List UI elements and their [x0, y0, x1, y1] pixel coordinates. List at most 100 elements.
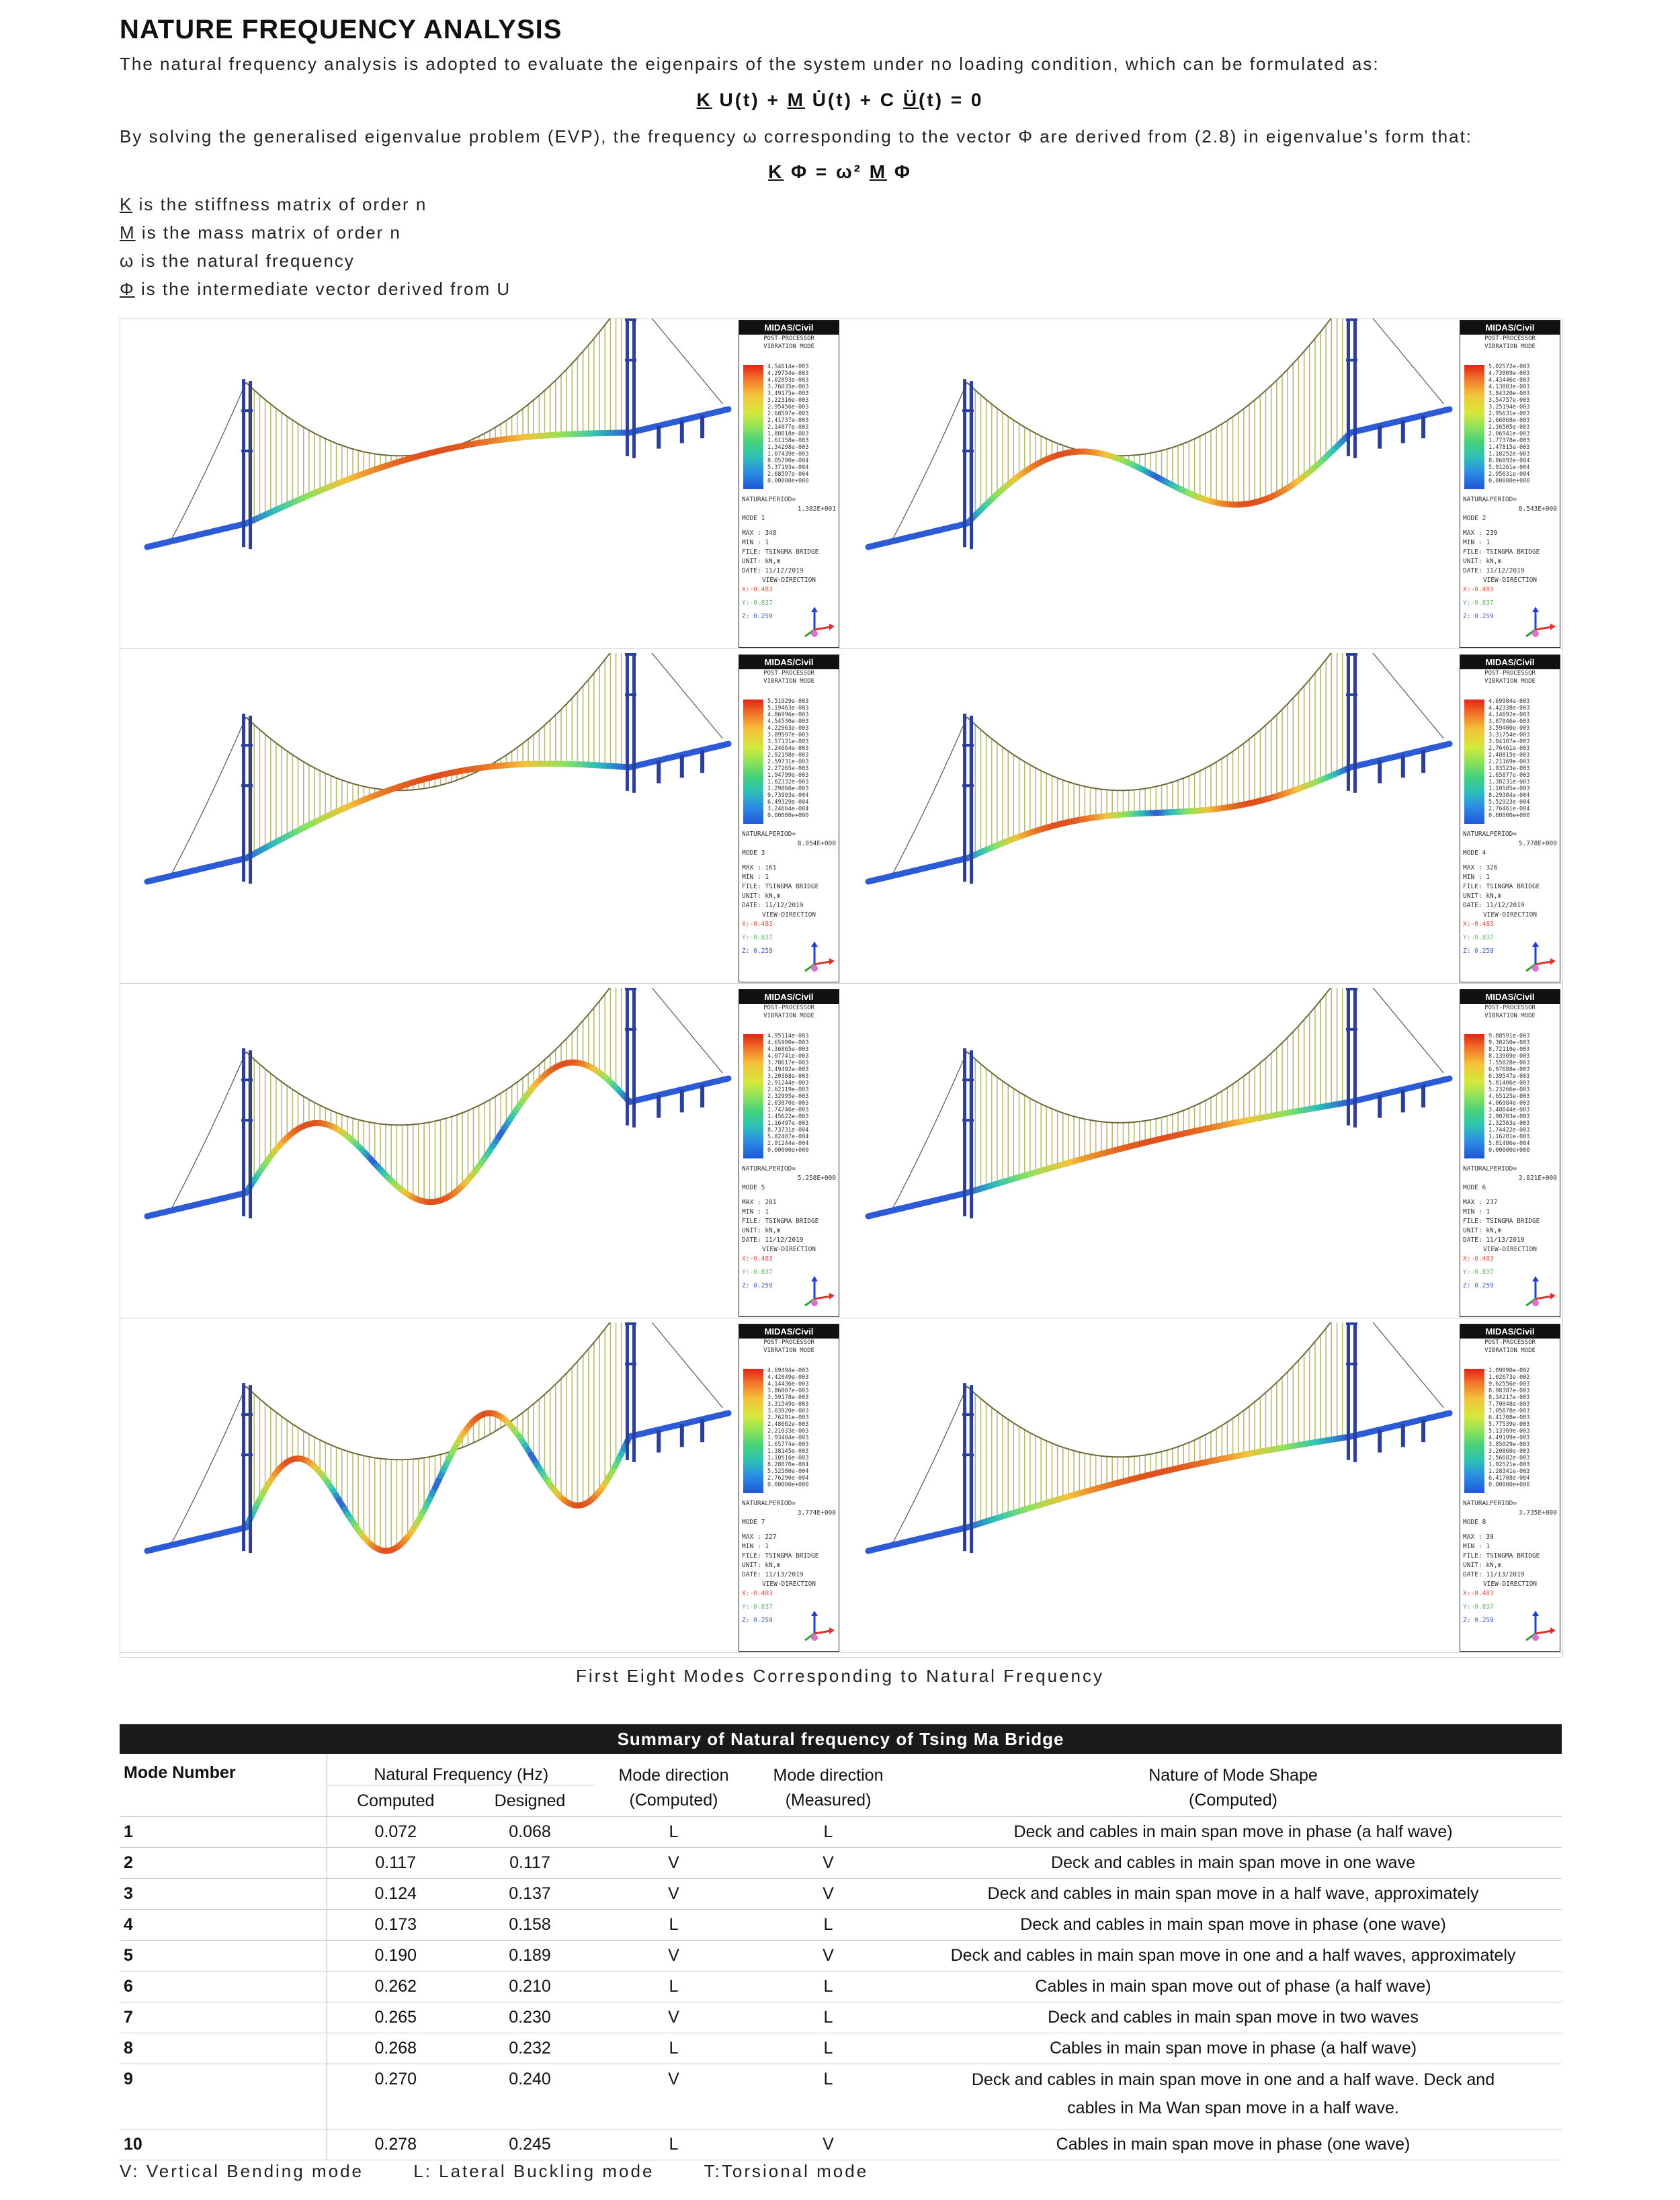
pier	[1421, 1419, 1426, 1443]
side-cable-left	[891, 1051, 968, 1212]
view-y: Y:-0.837	[1463, 934, 1494, 941]
definition-symbol: Φ	[120, 279, 135, 299]
scale-value: 4.42338e-003	[1488, 705, 1530, 712]
min-label: MIN : 1	[742, 1208, 769, 1216]
legend-info: NATURALPERIOD= 3.735E+000 MODE 8 MAX : 39 MI…	[1463, 1499, 1557, 1625]
scale-value: 3.49492e-003	[767, 1066, 809, 1073]
eq2-m: M	[869, 161, 888, 182]
scale-value: 3.76035e-003	[767, 384, 809, 390]
period-label: NATURALPERIOD=	[742, 1500, 796, 1507]
side-cable-left	[170, 1386, 247, 1546]
cell-dir-measured: L	[752, 2033, 905, 2064]
mode-label: MODE 7	[742, 1519, 765, 1526]
legend-info: NATURALPERIOD= 8.054E+000 MODE 3 MAX : 161 M…	[742, 830, 836, 956]
unit-label: UNIT: kN,m	[1463, 1562, 1502, 1569]
legend-sub2: VIBRATION MODE	[763, 678, 814, 685]
view-y: Y:-0.837	[742, 599, 773, 607]
max-label: MAX : 281	[742, 1199, 777, 1206]
table-row: 10 0.278 0.245 L V Cables in main span move i…	[120, 2129, 1562, 2160]
scale-value: 1.16281e-003	[1488, 1134, 1530, 1140]
nature-line: Deck and cables in main span move in pha…	[1020, 1915, 1446, 1934]
cell-dir-computed: V	[595, 1940, 752, 1972]
scale-value: 9.30250e-003	[1488, 1040, 1530, 1046]
scale-value: 2.76461e-004	[1488, 806, 1530, 812]
legend-sub1: POST-PROCESSOR	[763, 670, 814, 677]
unit-label: UNIT: kN,m	[742, 892, 781, 900]
period-value: 3.735E+000	[1518, 1509, 1557, 1517]
mode-legend: MIDAS/Civil POST-PROCESSOR VIBRATION MODE 9…	[1460, 989, 1560, 1317]
scale-value: 9.73993e-004	[767, 792, 809, 799]
page-title: NATURE FREQUENCY ANALYSIS	[120, 15, 562, 44]
view-y: Y:-0.837	[742, 1269, 773, 1276]
cell-dir-computed: V	[595, 1878, 752, 1910]
scale-value: 3.57131e-003	[767, 738, 809, 745]
scale-value: 4.69494e-003	[767, 1367, 809, 1374]
scale-value: 4.22063e-003	[767, 725, 809, 732]
view-label: VIEW-DIRECTION	[1482, 577, 1538, 584]
color-scale	[1464, 700, 1484, 824]
side-cable-left	[170, 382, 247, 542]
side-cable-right	[1372, 988, 1444, 1074]
scale-value: 0.00000e+000	[1488, 1147, 1530, 1154]
scale-value: 3.48844e-003	[1488, 1107, 1530, 1113]
scale-value: 5.52923e-004	[1488, 799, 1530, 806]
unit-label: UNIT: kN,m	[742, 1227, 781, 1234]
scale-value: 1.62332e-003	[767, 779, 809, 786]
view-x: X:-0.483	[1463, 586, 1494, 593]
header-dir-computed-sub: (Computed)	[629, 1791, 718, 1810]
period-value: 3.821E+000	[1518, 1175, 1557, 1182]
cell-mode-number: 2	[120, 1847, 327, 1879]
table-row: 6 0.262 0.210 L L Cables in main span move ou…	[120, 1971, 1562, 2002]
min-label: MIN : 1	[1463, 539, 1490, 546]
cell-designed: 0.189	[464, 1940, 595, 1972]
scale-value: 8.13969e-003	[1488, 1053, 1530, 1060]
min-label: MIN : 1	[1463, 874, 1490, 881]
pier	[1378, 425, 1382, 449]
scale-value: 1.10516e-003	[767, 1455, 809, 1462]
eq1-u: U	[902, 89, 919, 110]
legend-info: NATURALPERIOD= 3.821E+000 MODE 6 MAX : 237 M…	[1463, 1165, 1557, 1291]
nature-line: Deck and cables in main span move in one…	[950, 1946, 1516, 1965]
scale-value: 1.29866e-003	[767, 786, 809, 792]
scale-value: 1.45622e-003	[767, 1113, 809, 1120]
scale-value: 5.81406e-004	[1488, 1140, 1530, 1147]
deck	[865, 1075, 1453, 1220]
tower	[962, 714, 974, 884]
view-x: X:-0.483	[742, 1255, 773, 1263]
panel-divider	[841, 648, 1562, 649]
cell-dir-computed: V	[595, 1847, 752, 1879]
cell-computed: 0.265	[326, 2002, 464, 2033]
scale-value: 1.93404e-003	[767, 1435, 809, 1441]
table-row: 7 0.265 0.230 V L Deck and cables in main spa…	[120, 2002, 1562, 2033]
definition-symbol: ω	[120, 251, 135, 271]
scale-values: 4.95114e-003 4.65990e-003 4.36865e-003 4.07…	[767, 1033, 808, 1154]
cell-designed: 0.158	[464, 1909, 595, 1941]
scale-value: 5.02572e-003	[1488, 364, 1530, 370]
legend-sub1: POST-PROCESSOR	[1484, 335, 1536, 342]
scale-values: 5.51929e-003 5.19463e-003 4.86996e-003 4.54…	[767, 698, 808, 819]
deck	[144, 1410, 732, 1554]
scale-value: 2.76291e-003	[767, 1414, 809, 1421]
scale-value: 1.28341e-003	[1488, 1468, 1530, 1475]
view-y: Y:-0.837	[742, 934, 773, 941]
period-label: NATURALPERIOD=	[742, 496, 796, 503]
deck	[144, 406, 732, 550]
table-row: 2 0.117 0.117 V V Deck and cables in main spa…	[120, 1847, 1562, 1879]
scale-value: 8.34217e-003	[1488, 1394, 1530, 1401]
axis-triad-icon	[804, 607, 835, 638]
cell-computed: 0.072	[326, 1816, 464, 1848]
cell-mode-number: 7	[120, 2002, 327, 2033]
scale-value: 3.84320e-003	[1488, 390, 1530, 397]
scale-value: 1.65877e-003	[1488, 772, 1530, 779]
side-cable-left	[170, 716, 247, 877]
header-dir-measured: Mode direction	[773, 1765, 884, 1785]
max-label: MAX : 237	[1463, 1199, 1498, 1206]
table-row: 1 0.072 0.068 L L Deck and cables in main spa…	[120, 1816, 1562, 1848]
view-z: Z: 0.259	[1463, 613, 1494, 620]
file-label: FILE: TSINGMA BRIDGE	[742, 548, 819, 556]
legend-sub2: VIBRATION MODE	[763, 1347, 814, 1354]
tower	[1345, 653, 1357, 793]
date-label: DATE: 11/12/2019	[742, 567, 804, 575]
axis-triad-icon	[804, 1611, 835, 1642]
cell-mode-number: 1	[120, 1816, 327, 1848]
